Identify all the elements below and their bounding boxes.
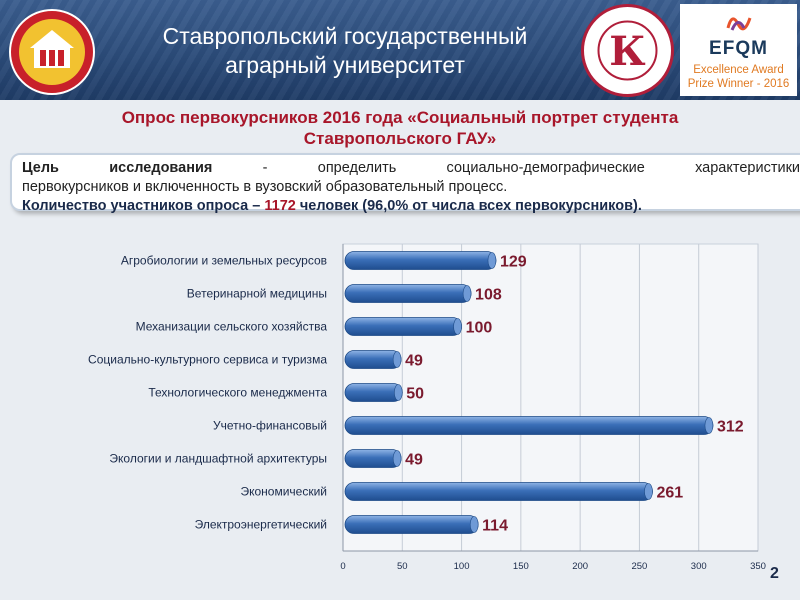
category-label: Механизации сельского хозяйства <box>136 320 328 334</box>
category-label: Экологии и ландшафтной архитектуры <box>109 452 327 466</box>
category-label: Учетно-финансовый <box>213 419 327 433</box>
goal-text-cont: первокурсников и включенность в вузовски… <box>22 179 508 195</box>
bar <box>344 350 402 369</box>
value-label: 49 <box>405 353 423 370</box>
survey-title: Опрос первокурсников 2016 года «Социальн… <box>121 108 679 148</box>
bar-cap <box>469 516 479 533</box>
bar-cap <box>462 285 472 302</box>
bar <box>344 284 472 303</box>
category-label: Технологического менеджмента <box>148 386 327 400</box>
category-label: Электроэнергетический <box>195 518 327 532</box>
bar-cap <box>644 483 653 500</box>
value-label: 261 <box>656 485 683 502</box>
bar-cap <box>392 450 402 467</box>
x-tick-label: 100 <box>454 561 470 572</box>
participants-count: Количество участников опроса – 1172 чело… <box>22 198 642 214</box>
x-tick-label: 350 <box>750 561 766 572</box>
goal-label: Цель исследования <box>22 160 213 176</box>
value-label: 50 <box>406 386 424 403</box>
research-goal-box: Цель исследования - определить социально… <box>10 153 800 214</box>
bar <box>344 482 653 501</box>
value-label: 114 <box>482 518 508 535</box>
bar <box>344 449 402 468</box>
category-label: Ветеринарной медицины <box>187 287 327 301</box>
bar-cap <box>704 417 714 434</box>
x-tick-label: 150 <box>513 561 529 572</box>
bar <box>344 383 403 402</box>
bar-cap <box>453 318 462 335</box>
goal-text: - определить социально-демографические х… <box>212 160 800 176</box>
category-label: Социально-культурного сервиса и туризма <box>88 353 327 367</box>
x-tick-label: 250 <box>631 561 647 572</box>
x-tick-label: 300 <box>691 561 707 572</box>
bar <box>344 515 479 534</box>
bar-cap <box>487 252 497 269</box>
bar <box>344 251 497 270</box>
bar-cap <box>393 384 403 401</box>
value-label: 100 <box>466 320 493 337</box>
efqm-swirl-icon <box>726 17 752 31</box>
header-band: Ставропольский государственный аграрный … <box>0 0 800 100</box>
bar <box>344 416 714 435</box>
x-tick-label: 50 <box>397 561 408 572</box>
faculty-bar-chart: 0 50 100 150 200 250 300 350 Агробиологии и земе… <box>88 243 766 572</box>
category-label: Агробиологии и земельных ресурсов <box>121 254 327 268</box>
value-label: 129 <box>500 254 527 271</box>
bar <box>344 317 462 336</box>
x-tick-label: 0 <box>340 561 345 572</box>
university-emblem-icon <box>9 9 95 95</box>
efqm-award-logo: EFQM Excellence Award Prize Winner - 201… <box>680 4 797 96</box>
svg-text:К: К <box>609 28 645 75</box>
value-label: 108 <box>475 287 502 304</box>
page-number: 2 <box>770 565 779 582</box>
university-title: Ставропольский государственный аграрный … <box>162 23 528 78</box>
value-label: 49 <box>405 452 423 469</box>
quality-prize-emblem-icon: К <box>581 4 674 97</box>
x-tick-label: 200 <box>572 561 588 572</box>
bar-cap <box>392 351 402 368</box>
category-label: Экономический <box>240 485 327 499</box>
value-label: 312 <box>717 419 744 436</box>
